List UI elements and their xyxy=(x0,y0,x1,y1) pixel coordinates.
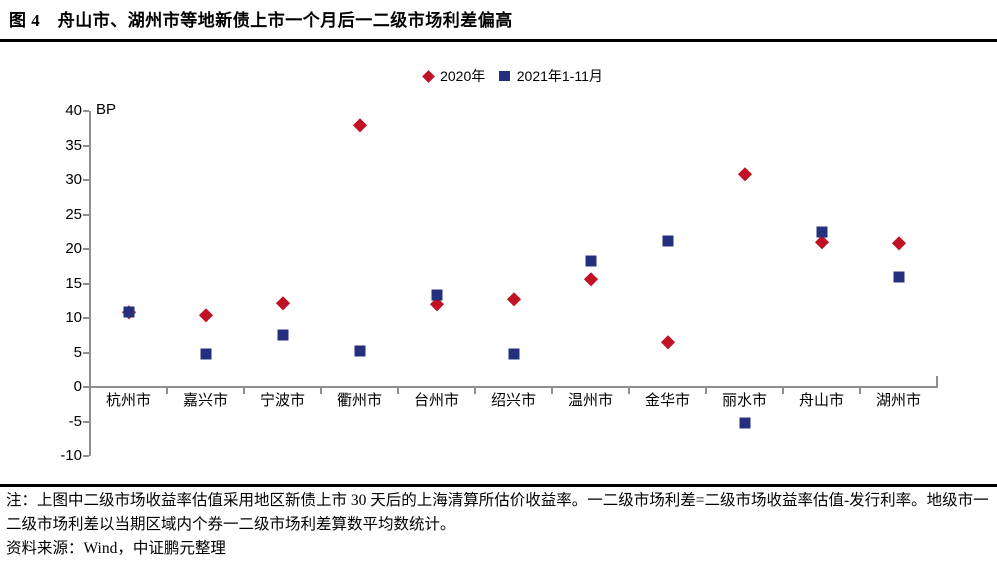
x-axis-category-label: 嘉兴市 xyxy=(182,392,228,409)
data-point-square xyxy=(508,348,519,360)
x-axis-tick xyxy=(782,388,784,394)
data-point-diamond xyxy=(506,291,521,306)
data-point-diamond xyxy=(814,235,829,249)
x-axis-tick xyxy=(397,388,399,394)
legend-label: 2020年 xyxy=(440,68,486,84)
x-axis-tick xyxy=(320,388,322,394)
y-axis-unit-label: BP xyxy=(96,101,117,118)
x-axis-category-label: 绍兴市 xyxy=(490,392,536,409)
x-axis-tick xyxy=(705,388,707,394)
x-axis-category-label: 衢州市 xyxy=(336,392,382,409)
y-axis-tick-label: 35 xyxy=(65,136,82,154)
x-axis-category-label: 宁波市 xyxy=(259,392,305,409)
y-axis-tick xyxy=(83,213,89,216)
y-axis-tick xyxy=(83,179,89,181)
legend-diamond-icon xyxy=(422,69,435,83)
y-axis-tick xyxy=(83,248,89,250)
chart-legend: 2020年 2021年1-11月 xyxy=(90,67,937,85)
y-axis xyxy=(89,111,91,456)
x-axis-end-tick xyxy=(936,376,938,386)
legend-square-icon xyxy=(499,70,510,82)
data-point-square xyxy=(277,329,288,341)
x-axis-category-label: 温州市 xyxy=(567,392,613,409)
data-point-square xyxy=(739,417,750,429)
y-axis-tick xyxy=(83,110,89,112)
x-axis-tick xyxy=(551,388,553,394)
data-point-diamond xyxy=(198,307,213,322)
y-axis-tick-label: 10 xyxy=(65,309,82,326)
x-axis-tick xyxy=(628,388,630,394)
x-axis-tick xyxy=(859,388,861,394)
data-point-square xyxy=(123,306,134,318)
y-axis-tick xyxy=(83,282,89,285)
y-axis-tick xyxy=(83,420,89,423)
x-axis-category-label: 杭州市 xyxy=(105,392,151,409)
data-point-diamond xyxy=(737,167,752,182)
chart-title: 图 4 舟山市、湖州市等地新债上市一个月后一二级市场利差偏高 xyxy=(9,11,513,30)
data-point-square xyxy=(431,289,442,301)
x-axis-tick xyxy=(166,388,168,394)
legend-item: 2021年1-11月 xyxy=(499,66,603,86)
y-axis-tick-label: 25 xyxy=(65,205,82,223)
x-axis-category-label: 湖州市 xyxy=(875,392,921,409)
legend-label: 2021年1-11月 xyxy=(516,68,603,84)
y-axis-tick-label: 15 xyxy=(65,274,82,292)
data-point-diamond xyxy=(891,236,906,251)
note-text: 注：上图中二级市场收益率估值采用地区新债上市 30 天后的上海清算所估价收益率。… xyxy=(6,492,989,533)
x-axis-category-label: 舟山市 xyxy=(798,392,844,409)
x-axis-category-label: 金华市 xyxy=(644,392,690,409)
data-point-square xyxy=(354,345,365,357)
data-point-diamond xyxy=(583,272,598,287)
y-axis-tick xyxy=(83,144,89,147)
footnotes: 注：上图中二级市场收益率估值采用地区新债上市 30 天后的上海清算所估价收益率。… xyxy=(6,489,992,561)
title-divider xyxy=(0,39,997,42)
data-point-square xyxy=(200,348,211,360)
data-point-square xyxy=(893,271,904,283)
y-axis-tick xyxy=(83,386,89,388)
data-point-diamond xyxy=(275,296,290,310)
y-axis-tick-label: 20 xyxy=(65,240,82,257)
source-text: 资料来源：Wind，中证鹏元整理 xyxy=(6,540,226,557)
x-axis-category-label: 台州市 xyxy=(413,392,459,409)
y-axis-tick-label: 40 xyxy=(65,102,82,119)
data-point-square xyxy=(585,255,596,267)
data-point-diamond xyxy=(352,118,367,133)
data-point-square xyxy=(662,235,673,247)
x-axis-tick xyxy=(243,388,245,394)
y-axis-tick xyxy=(83,455,89,457)
y-axis-tick-label: 5 xyxy=(73,343,82,361)
x-axis xyxy=(89,386,938,388)
y-axis-tick-label: -10 xyxy=(60,447,82,464)
y-axis-tick-label: 30 xyxy=(65,171,82,188)
data-point-diamond xyxy=(660,335,675,349)
data-point-square xyxy=(816,226,827,238)
y-axis-tick-label: 0 xyxy=(73,378,82,395)
y-axis-tick-label: -5 xyxy=(68,412,82,430)
legend-item: 2020年 xyxy=(422,66,486,86)
x-axis-tick xyxy=(474,388,476,394)
y-axis-tick xyxy=(83,317,89,319)
y-axis-tick xyxy=(83,351,89,354)
footer-divider xyxy=(0,484,997,487)
x-axis-category-label: 丽水市 xyxy=(721,392,767,409)
